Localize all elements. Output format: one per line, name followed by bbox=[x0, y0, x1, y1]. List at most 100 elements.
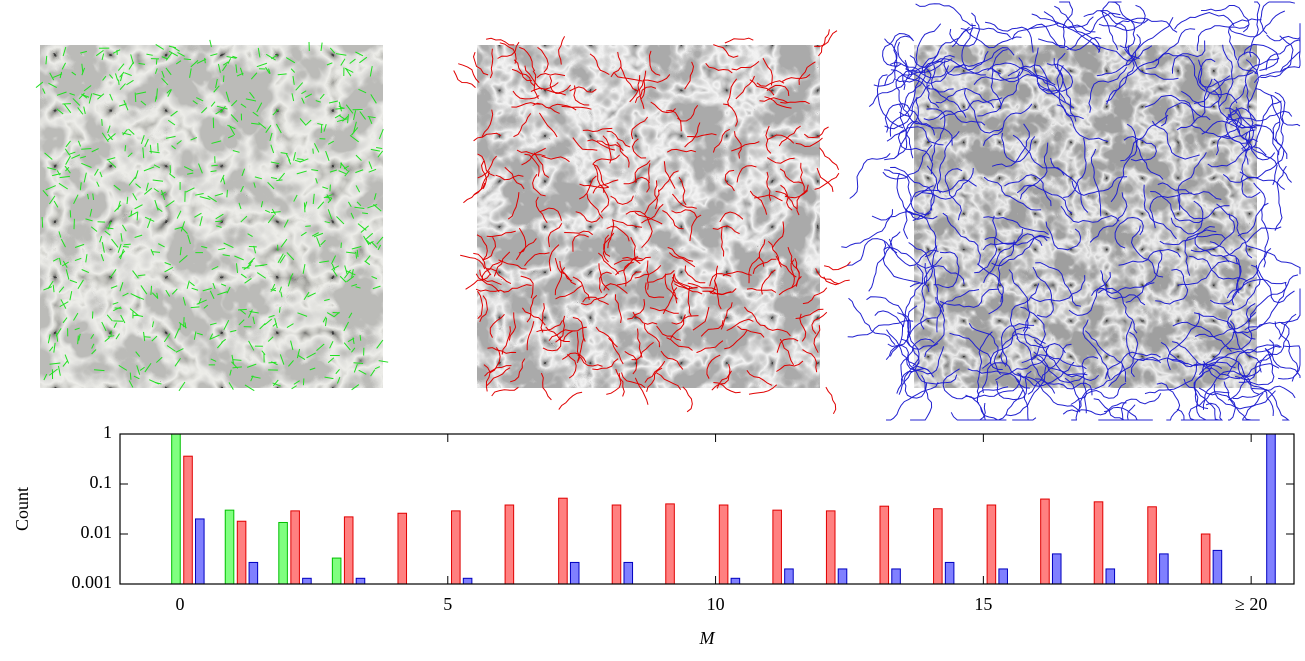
bar bbox=[279, 522, 288, 584]
field-line bbox=[1266, 40, 1300, 70]
field-segment bbox=[215, 221, 222, 222]
bar bbox=[731, 578, 740, 584]
bar bbox=[1160, 554, 1169, 584]
field-line bbox=[951, 412, 1006, 420]
bar bbox=[452, 511, 461, 584]
bar bbox=[1201, 534, 1210, 584]
field-segment bbox=[205, 58, 206, 63]
field-segment bbox=[313, 149, 314, 154]
bar bbox=[838, 569, 847, 584]
y-tick-label: 0.01 bbox=[81, 522, 113, 542]
field-segment bbox=[325, 197, 332, 198]
x-axis-label: M bbox=[699, 628, 716, 648]
bar bbox=[1052, 554, 1061, 584]
field-line bbox=[981, 390, 1023, 420]
field-line bbox=[1275, 166, 1286, 231]
bar bbox=[196, 519, 205, 584]
field-line bbox=[826, 387, 836, 414]
y-tick-label: 1 bbox=[103, 422, 112, 442]
bar bbox=[1267, 434, 1276, 584]
field-segment bbox=[123, 246, 129, 247]
field-segment bbox=[70, 210, 71, 217]
field-segment bbox=[180, 324, 181, 330]
y-tick-label: 0.001 bbox=[72, 572, 113, 592]
bar bbox=[880, 506, 889, 584]
field-segment bbox=[304, 202, 305, 212]
field-line bbox=[1275, 321, 1298, 381]
field-segment bbox=[144, 337, 150, 338]
bar bbox=[356, 578, 365, 584]
field-segment bbox=[211, 165, 217, 166]
bar bbox=[344, 517, 353, 584]
bar bbox=[398, 513, 407, 584]
bar bbox=[505, 505, 514, 584]
field-segment bbox=[152, 252, 160, 253]
bar bbox=[1094, 502, 1103, 584]
field-line bbox=[850, 153, 891, 198]
bar bbox=[559, 498, 568, 584]
field-line bbox=[916, 4, 976, 26]
field-line bbox=[1260, 2, 1295, 34]
bar bbox=[612, 505, 621, 584]
field-line bbox=[847, 239, 897, 266]
x-tick-label: ≥ 20 bbox=[1235, 594, 1267, 614]
bar bbox=[999, 569, 1008, 584]
field-segment bbox=[238, 309, 247, 310]
x-tick-label: 5 bbox=[443, 594, 452, 614]
bar bbox=[945, 562, 954, 584]
field-line bbox=[820, 148, 839, 170]
bar bbox=[237, 521, 246, 584]
field-line bbox=[1177, 409, 1195, 420]
field-segment bbox=[279, 307, 280, 313]
bar bbox=[1041, 499, 1050, 584]
field-line bbox=[1243, 391, 1276, 420]
field-segment bbox=[119, 80, 120, 85]
field-line bbox=[1267, 23, 1300, 40]
bar bbox=[184, 456, 193, 584]
field-line bbox=[1250, 275, 1298, 320]
field-line bbox=[1199, 388, 1235, 420]
field-line bbox=[869, 60, 909, 107]
x-tick-label: 0 bbox=[175, 594, 184, 614]
field-segment bbox=[124, 244, 131, 245]
field-segment bbox=[130, 373, 131, 380]
bar bbox=[987, 505, 996, 584]
field-line bbox=[486, 38, 514, 45]
field-line bbox=[492, 387, 519, 396]
field-line bbox=[1254, 51, 1300, 82]
bar bbox=[773, 510, 782, 584]
field-line bbox=[559, 392, 582, 409]
bar bbox=[303, 578, 312, 584]
x-tick-label: 10 bbox=[707, 594, 725, 614]
field-segment bbox=[156, 59, 157, 65]
field-line bbox=[1261, 36, 1294, 78]
field-line bbox=[454, 71, 476, 88]
bar bbox=[719, 505, 728, 584]
bar bbox=[291, 511, 300, 584]
field-line bbox=[848, 321, 914, 338]
field-segment bbox=[137, 212, 138, 221]
bar bbox=[1148, 507, 1157, 584]
bar bbox=[785, 569, 794, 584]
field-segment bbox=[297, 159, 304, 160]
field-line bbox=[683, 387, 693, 412]
field-line bbox=[849, 298, 896, 344]
bar bbox=[225, 510, 234, 584]
y-tick-label: 0.1 bbox=[90, 472, 113, 492]
field-segment bbox=[125, 145, 126, 151]
field-segment bbox=[102, 119, 103, 126]
field-segment bbox=[360, 335, 361, 341]
field-line bbox=[725, 38, 753, 43]
bar bbox=[892, 569, 901, 584]
chart: Count M 1 0.1 0.01 0.001 0 5 10 15 ≥ 20 bbox=[12, 422, 1294, 648]
bar bbox=[624, 562, 633, 584]
field-segment bbox=[227, 190, 228, 198]
field-line bbox=[1120, 393, 1161, 420]
field-segment bbox=[268, 362, 276, 363]
x-tick-label: 15 bbox=[974, 594, 992, 614]
bar bbox=[826, 511, 835, 584]
field-segment bbox=[42, 217, 43, 228]
field-segment bbox=[135, 93, 136, 102]
y-axis-label: Count bbox=[12, 487, 32, 531]
